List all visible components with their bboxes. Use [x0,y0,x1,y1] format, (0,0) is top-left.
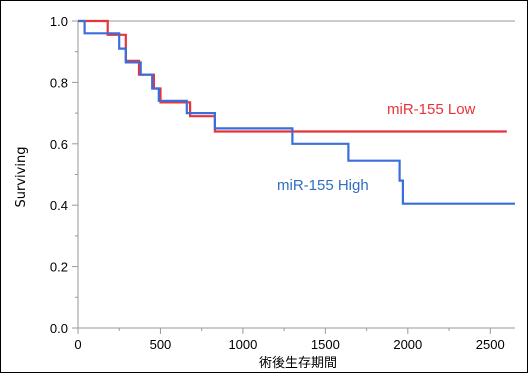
legend-label-high: miR-155 High [277,177,369,194]
y-tick-label: 0.2 [50,260,68,275]
legend-label-low: miR-155 Low [387,101,476,118]
y-tick-label: 1.0 [50,14,68,29]
x-tick-label: 2500 [476,337,505,352]
x-tick-label: 1000 [228,337,257,352]
y-tick-label: 0.4 [50,198,68,213]
x-tick-label: 1500 [311,337,340,352]
y-tick-label: 0.8 [50,75,68,90]
x-tick-label: 500 [150,337,172,352]
series-line-mir155-high [78,19,515,205]
y-tick-label: 0.0 [50,321,68,336]
y-tick-label: 0.6 [50,137,68,152]
x-axis-title: 術後生存期間 [259,356,337,371]
x-tick-label: 2000 [393,337,422,352]
y-axis-title: Surviving [14,147,29,208]
axes: 0.0 0.2 0.4 0.6 0.8 1.0 0 500 1000 1500 2000 2500 [50,14,515,352]
x-tick-label: 0 [74,337,81,352]
series-group [78,19,515,205]
